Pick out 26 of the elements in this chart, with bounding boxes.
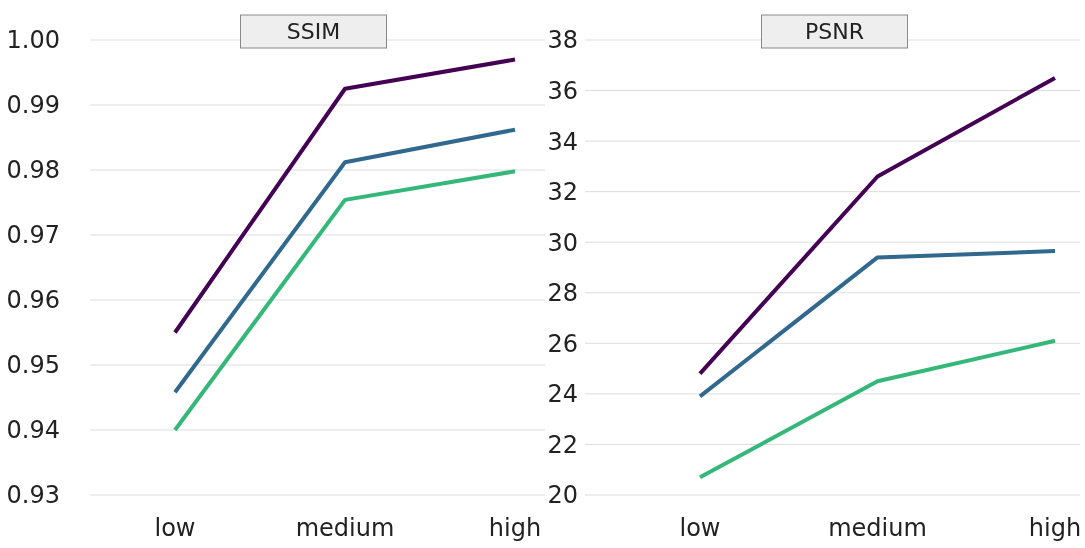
y-tick-label: 0.96 bbox=[6, 286, 60, 315]
y-tick-label: 0.95 bbox=[6, 351, 60, 380]
y-tick-label: 32 bbox=[547, 178, 578, 207]
x-tick-label: high bbox=[488, 514, 542, 543]
x-tick-label: high bbox=[1028, 514, 1082, 543]
y-tick-label: 22 bbox=[547, 430, 578, 459]
y-tick-label: 1.00 bbox=[6, 26, 60, 55]
x-tick-label: low bbox=[679, 514, 721, 543]
y-tick-label: 26 bbox=[547, 329, 578, 358]
y-tick-label: 24 bbox=[547, 380, 578, 409]
y-tick-label: 36 bbox=[547, 76, 578, 105]
y-tick-label: 0.93 bbox=[6, 481, 60, 510]
x-tick-label: medium bbox=[295, 514, 395, 543]
y-tick-label: 28 bbox=[547, 279, 578, 308]
chart-title: SSIM bbox=[286, 18, 341, 44]
chart-title: PSNR bbox=[805, 18, 864, 44]
y-tick-label: 0.98 bbox=[6, 156, 60, 185]
y-tick-label: 0.99 bbox=[6, 91, 60, 120]
y-tick-label: 0.94 bbox=[6, 416, 60, 445]
y-tick-label: 0.97 bbox=[6, 221, 60, 250]
x-tick-label: low bbox=[154, 514, 196, 543]
x-tick-label: medium bbox=[828, 514, 927, 543]
y-tick-label: 20 bbox=[547, 481, 578, 510]
y-tick-label: 38 bbox=[547, 26, 578, 55]
y-tick-label: 34 bbox=[547, 127, 578, 156]
y-tick-label: 30 bbox=[547, 228, 578, 257]
